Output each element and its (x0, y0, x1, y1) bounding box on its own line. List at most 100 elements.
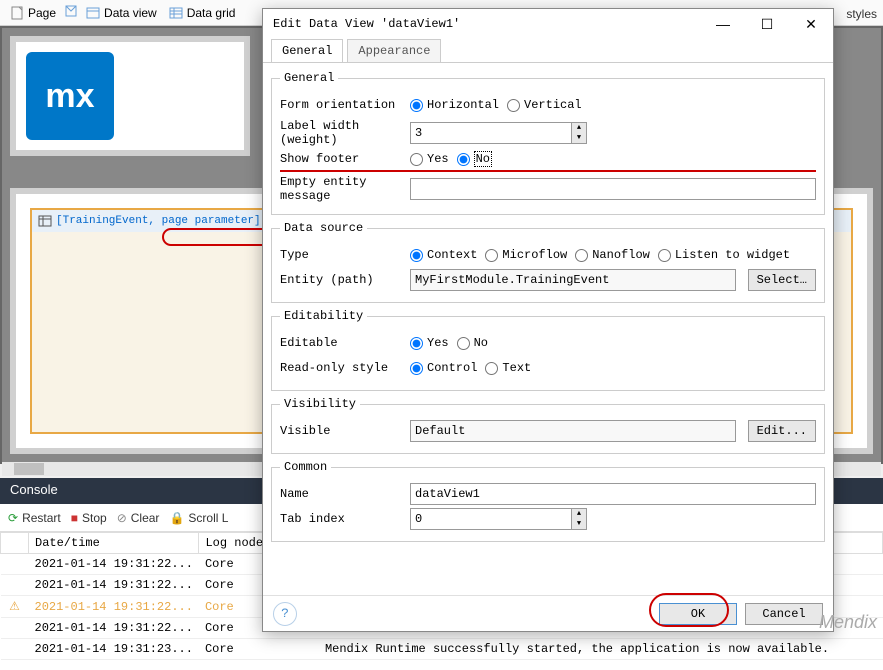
label-show-footer: Show footer (280, 152, 410, 166)
select-button[interactable]: Select… (748, 269, 816, 291)
bc-dataview[interactable]: Data view (80, 4, 163, 22)
label-visible: Visible (280, 424, 410, 438)
radio-style-text[interactable]: Text (485, 361, 531, 375)
scroll-lock-button[interactable]: 🔒 Scroll L (169, 511, 228, 525)
row-datetime: 2021-01-14 19:31:22... (29, 596, 199, 618)
dialog-tabs: General Appearance (263, 39, 833, 62)
dialog-buttons: ? OK Cancel (263, 595, 833, 631)
stop-button[interactable]: ■ Stop (71, 511, 107, 525)
annotation-ok-circle (649, 593, 729, 627)
clear-button[interactable]: ⊘ Clear (117, 511, 160, 525)
close-button[interactable]: ✕ (789, 9, 833, 39)
clear-icon: ⊘ (117, 511, 127, 525)
radio-style-control[interactable]: Control (410, 361, 477, 375)
edit-dataview-dialog: Edit Data View 'dataView1' — ☐ ✕ General… (262, 8, 834, 632)
row-icon-cell (1, 618, 29, 639)
section-visibility: Visibility Visible Default Edit... (271, 397, 825, 454)
bc-dataview-label: Data view (104, 6, 157, 20)
legend-editability: Editability (280, 309, 367, 323)
restart-button[interactable]: ⟳ Restart (8, 511, 61, 525)
radio-footer-no[interactable]: No (457, 151, 492, 167)
bc-page-label: Page (28, 6, 56, 20)
label-form-orientation: Form orientation (280, 98, 410, 112)
tab-general[interactable]: General (271, 39, 343, 62)
dataview-header-text: [TrainingEvent, page parameter] (56, 215, 261, 227)
tab-index-input[interactable] (410, 508, 572, 530)
row-message: Mendix Runtime successfully started, the… (319, 639, 883, 660)
row-icon-cell (1, 639, 29, 660)
legend-datasource: Data source (280, 221, 367, 235)
dialog-titlebar[interactable]: Edit Data View 'dataView1' — ☐ ✕ (263, 9, 833, 39)
bc-datagrid-label: Data grid (187, 6, 236, 20)
label-entity-path: Entity (path) (280, 273, 410, 287)
section-common: Common Name Tab index ▲▼ (271, 460, 825, 542)
radio-footer-yes[interactable]: Yes (410, 152, 449, 166)
spinner-buttons[interactable]: ▲▼ (572, 508, 587, 530)
tab-body: General Form orientation Horizontal Vert… (263, 62, 833, 595)
row-icon-cell (1, 575, 29, 596)
scroll-lock-label: Scroll L (188, 511, 228, 525)
label-name: Name (280, 487, 410, 501)
label-label-width: Label width (weight) (280, 119, 410, 147)
page-icon (10, 6, 24, 20)
col-datetime[interactable]: Date/time (29, 533, 199, 554)
radio-microflow[interactable]: Microflow (485, 248, 567, 262)
row-lognode: Core (199, 639, 319, 660)
radio-context[interactable]: Context (410, 248, 477, 262)
mx-logo: mx (26, 52, 114, 140)
row-icon-cell: ⚠ (1, 596, 29, 618)
label-readonly-style: Read-only style (280, 361, 410, 375)
label-tab-index: Tab index (280, 512, 410, 526)
radio-editable-no[interactable]: No (457, 336, 488, 350)
dataview-icon (86, 6, 100, 20)
section-editability: Editability Editable Yes No Read-only st… (271, 309, 825, 391)
lock-icon: 🔒 (169, 511, 184, 525)
stop-label: Stop (82, 511, 107, 525)
restart-label: Restart (22, 511, 61, 525)
section-general: General Form orientation Horizontal Vert… (271, 71, 825, 215)
edit-button[interactable]: Edit... (748, 420, 816, 442)
radio-editable-yes[interactable]: Yes (410, 336, 449, 350)
help-button[interactable]: ? (273, 602, 297, 626)
radio-horizontal[interactable]: Horizontal (410, 98, 499, 112)
tab-appearance[interactable]: Appearance (347, 39, 441, 62)
col-icon[interactable] (1, 533, 29, 554)
visible-value: Default (410, 420, 736, 442)
tab-index-spinner[interactable]: ▲▼ (410, 508, 528, 530)
stop-icon: ■ (71, 511, 78, 525)
restart-icon: ⟳ (8, 511, 18, 525)
table-row[interactable]: 2021-01-14 19:31:23...CoreMendix Runtime… (1, 639, 883, 660)
bc-sep (64, 4, 78, 21)
radio-listen[interactable]: Listen to widget (658, 248, 790, 262)
label-type: Type (280, 248, 410, 262)
radio-nanoflow[interactable]: Nanoflow (575, 248, 650, 262)
radio-vertical[interactable]: Vertical (507, 98, 582, 112)
legend-general: General (280, 71, 338, 85)
legend-common: Common (280, 460, 331, 474)
label-editable: Editable (280, 336, 410, 350)
row-datetime: 2021-01-14 19:31:22... (29, 618, 199, 639)
label-width-spinner[interactable]: ▲▼ (410, 122, 528, 144)
row-datetime: 2021-01-14 19:31:22... (29, 575, 199, 596)
row-datetime: 2021-01-14 19:31:23... (29, 639, 199, 660)
bc-datagrid[interactable]: Data grid (163, 4, 242, 22)
datagrid-icon (169, 6, 183, 20)
legend-visibility: Visibility (280, 397, 360, 411)
datagrid-icon (38, 214, 52, 228)
clear-label: Clear (131, 511, 160, 525)
name-input[interactable] (410, 483, 816, 505)
window-controls: — ☐ ✕ (701, 9, 833, 39)
scrollbar-thumb[interactable] (14, 463, 44, 475)
label-width-input[interactable] (410, 122, 572, 144)
bc-page[interactable]: Page (4, 4, 62, 22)
minimize-button[interactable]: — (701, 9, 745, 39)
cancel-button[interactable]: Cancel (745, 603, 823, 625)
entity-path-value: MyFirstModule.TrainingEvent (410, 269, 736, 291)
maximize-button[interactable]: ☐ (745, 9, 789, 39)
spinner-buttons[interactable]: ▲▼ (572, 122, 587, 144)
empty-entity-input[interactable] (410, 178, 816, 200)
row-datetime: 2021-01-14 19:31:22... (29, 554, 199, 575)
bc-styles[interactable]: styles (840, 5, 883, 23)
label-empty-entity: Empty entity message (280, 175, 410, 203)
row-icon-cell (1, 554, 29, 575)
